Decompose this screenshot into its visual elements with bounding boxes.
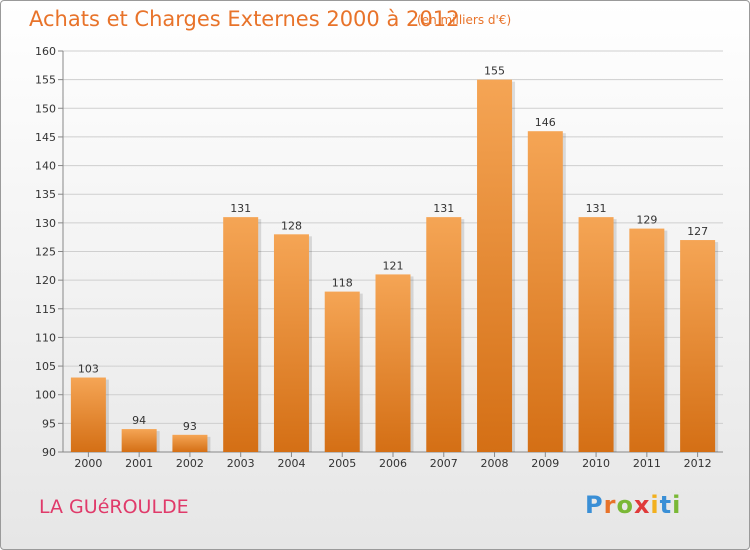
- y-tick-label: 90: [42, 446, 56, 459]
- y-tick-label: 120: [35, 274, 56, 287]
- bar-value-label: 103: [78, 363, 99, 376]
- bar: [426, 217, 462, 452]
- bars: [70, 79, 719, 453]
- bar-value-label: 146: [535, 116, 556, 129]
- x-tick-label: 2012: [684, 457, 712, 470]
- brand-letter: i: [672, 491, 682, 519]
- brand-logo[interactable]: Proxiti: [585, 491, 681, 519]
- y-tick-label: 105: [35, 360, 56, 373]
- x-axis-ticks: 2000 2001 2002 2003 2004 2005 2006 2007 2008 2009…: [74, 452, 712, 470]
- x-tick-label: 2007: [430, 457, 458, 470]
- bar-value-label: 131: [433, 202, 454, 215]
- y-tick-label: 100: [35, 389, 56, 402]
- bar: [477, 79, 513, 453]
- bar-value-label: 128: [281, 219, 302, 232]
- y-tick-label: 140: [35, 160, 56, 173]
- bar-value-label: 127: [687, 225, 708, 238]
- bar-value-label: 118: [332, 277, 353, 290]
- x-tick-label: 2004: [277, 457, 305, 470]
- bar-value-label: 121: [383, 259, 404, 272]
- x-tick-label: 2008: [481, 457, 509, 470]
- bar-value-label: 155: [484, 65, 505, 78]
- x-tick-label: 2000: [74, 457, 102, 470]
- chart-unit: (en milliers d'€): [417, 13, 512, 27]
- y-tick-label: 160: [35, 45, 56, 58]
- bar-value-label: 129: [636, 214, 657, 227]
- y-tick-label: 95: [42, 417, 56, 430]
- x-tick-label: 2001: [125, 457, 153, 470]
- bar: [223, 217, 259, 452]
- y-tick-label: 135: [35, 188, 56, 201]
- x-tick-label: 2006: [379, 457, 407, 470]
- x-tick-label: 2011: [633, 457, 661, 470]
- y-tick-label: 110: [35, 331, 56, 344]
- town-name: LA GUéROULDE: [39, 496, 189, 518]
- bar: [578, 217, 614, 452]
- bar: [680, 240, 716, 452]
- bar-value-label: 131: [230, 202, 251, 215]
- bar: [375, 274, 411, 452]
- x-tick-label: 2003: [227, 457, 255, 470]
- x-tick-label: 2010: [582, 457, 610, 470]
- brand-letter: o: [616, 491, 634, 519]
- chart-title: Achats et Charges Externes 2000 à 2012: [29, 7, 460, 31]
- x-tick-label: 2005: [328, 457, 356, 470]
- bar-value-label: 131: [586, 202, 607, 215]
- y-tick-label: 125: [35, 246, 56, 259]
- bar: [172, 434, 208, 452]
- y-tick-label: 130: [35, 217, 56, 230]
- brand-letter: r: [603, 491, 617, 519]
- bar-value-label: 93: [183, 420, 197, 433]
- y-tick-label: 150: [35, 102, 56, 115]
- bar: [121, 429, 157, 452]
- brand-letter: P: [585, 491, 604, 519]
- bar-value-label: 94: [132, 414, 146, 427]
- x-tick-label: 2002: [176, 457, 204, 470]
- bar: [527, 131, 563, 452]
- brand-letter: i: [650, 491, 660, 519]
- bar: [324, 291, 360, 452]
- brand-letter: x: [633, 491, 651, 519]
- bar: [629, 228, 665, 452]
- bar: [70, 377, 106, 452]
- y-tick-label: 155: [35, 74, 56, 87]
- x-tick-label: 2009: [531, 457, 559, 470]
- bar: [273, 234, 309, 452]
- y-tick-label: 115: [35, 303, 56, 316]
- brand-letter: t: [659, 491, 673, 519]
- bar-value-labels: 103 94 93 131 128 118 121 131 155 146 131 129 127: [78, 65, 708, 433]
- y-tick-label: 145: [35, 131, 56, 144]
